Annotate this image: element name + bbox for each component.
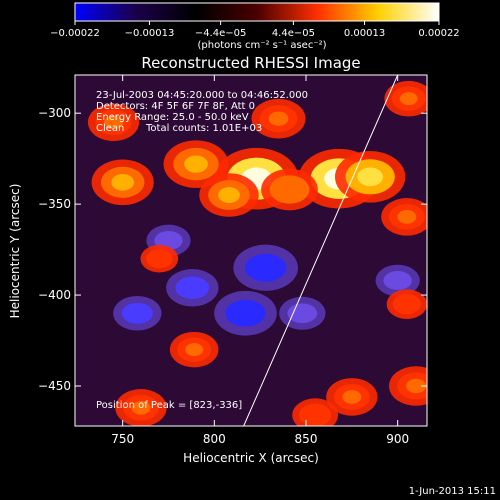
time-range-text: 23-Jul-2003 04:45:20.000 to 04:46:52.000	[96, 90, 308, 101]
plot-frame	[74, 74, 428, 427]
timestamp: 1-Jun-2013 15:11	[409, 486, 496, 497]
total-counts-text: Total counts: 1.01E+03	[145, 123, 262, 134]
hot-spot	[111, 174, 135, 191]
cold-spot	[121, 302, 153, 324]
cold-spot	[175, 276, 210, 300]
x-tick-label: 900	[386, 432, 409, 446]
hot-spot	[268, 111, 289, 126]
y-tick-label: −400	[38, 288, 71, 302]
y-axis-label: Heliocentric Y (arcsec)	[8, 184, 22, 319]
hot-spot	[185, 343, 204, 357]
colorbar-tick-label: −0.00022	[50, 28, 100, 39]
colorbar-tick-label: 0.00013	[344, 28, 385, 39]
y-tick-label: −350	[38, 197, 71, 211]
clean-text: Clean	[96, 123, 124, 134]
colorbar-gradient	[74, 2, 440, 22]
hot-spot	[399, 92, 418, 106]
colorbar-tick-label: 4.4e−05	[272, 28, 315, 39]
x-tick-label: 750	[111, 432, 134, 446]
heatmap-image	[87, 80, 427, 426]
solar-limb-line	[243, 75, 399, 426]
cold-spot	[244, 253, 287, 282]
hot-spot	[152, 253, 167, 264]
plot-area: 750 800 850 900 −300 −350 −400 −450	[38, 74, 428, 446]
x-axis-label: Heliocentric X (arcsec)	[183, 451, 319, 465]
colorbar-ticks: −0.00022 −0.00013 −4.4e−05 4.4e−05 0.00013 0.…	[50, 21, 460, 39]
chart-title: Reconstructed RHESSI Image	[141, 54, 360, 72]
x-tick-label: 850	[295, 432, 318, 446]
y-tick-label: −450	[38, 379, 71, 393]
colorbar-tick-label: 0.00022	[418, 28, 459, 39]
hot-spot	[218, 187, 240, 203]
detectors-text: Detectors: 4F 5F 6F 7F 8F, Att 0	[96, 101, 255, 112]
peak-position-text: Position of Peak = [823,-336]	[96, 400, 242, 411]
hot-spot	[406, 378, 426, 394]
colorbar-unit-label: (photons cm⁻² s⁻¹ asec⁻²)	[197, 40, 326, 51]
hot-spot	[397, 210, 417, 224]
axis-ticks: 750 800 850 900 −300 −350 −400 −450	[38, 75, 427, 446]
hot-spot	[131, 400, 151, 415]
hot-spot	[184, 155, 208, 173]
x-tick-label: 800	[203, 432, 226, 446]
energy-range-text: Energy Range: 25.0 - 50.0 keV	[96, 112, 249, 123]
info-block: 23-Jul-2003 04:45:20.000 to 04:46:52.000…	[96, 90, 308, 411]
hot-spot	[279, 182, 300, 198]
cold-spot	[383, 271, 412, 290]
hot-spot	[104, 115, 123, 130]
cold-spot	[287, 303, 318, 324]
hot-spot	[357, 167, 384, 187]
hot-spot	[342, 390, 362, 404]
cold-spot	[225, 299, 266, 327]
hot-spot	[399, 298, 415, 310]
colorbar-tick-label: −4.4e−05	[195, 28, 247, 39]
colorbar-tick-label: −0.00013	[125, 28, 175, 39]
colorbar: −0.00022 −0.00013 −4.4e−05 4.4e−05 0.00013 0.…	[50, 2, 460, 51]
y-tick-label: −300	[38, 106, 71, 120]
hot-spot	[306, 408, 324, 422]
